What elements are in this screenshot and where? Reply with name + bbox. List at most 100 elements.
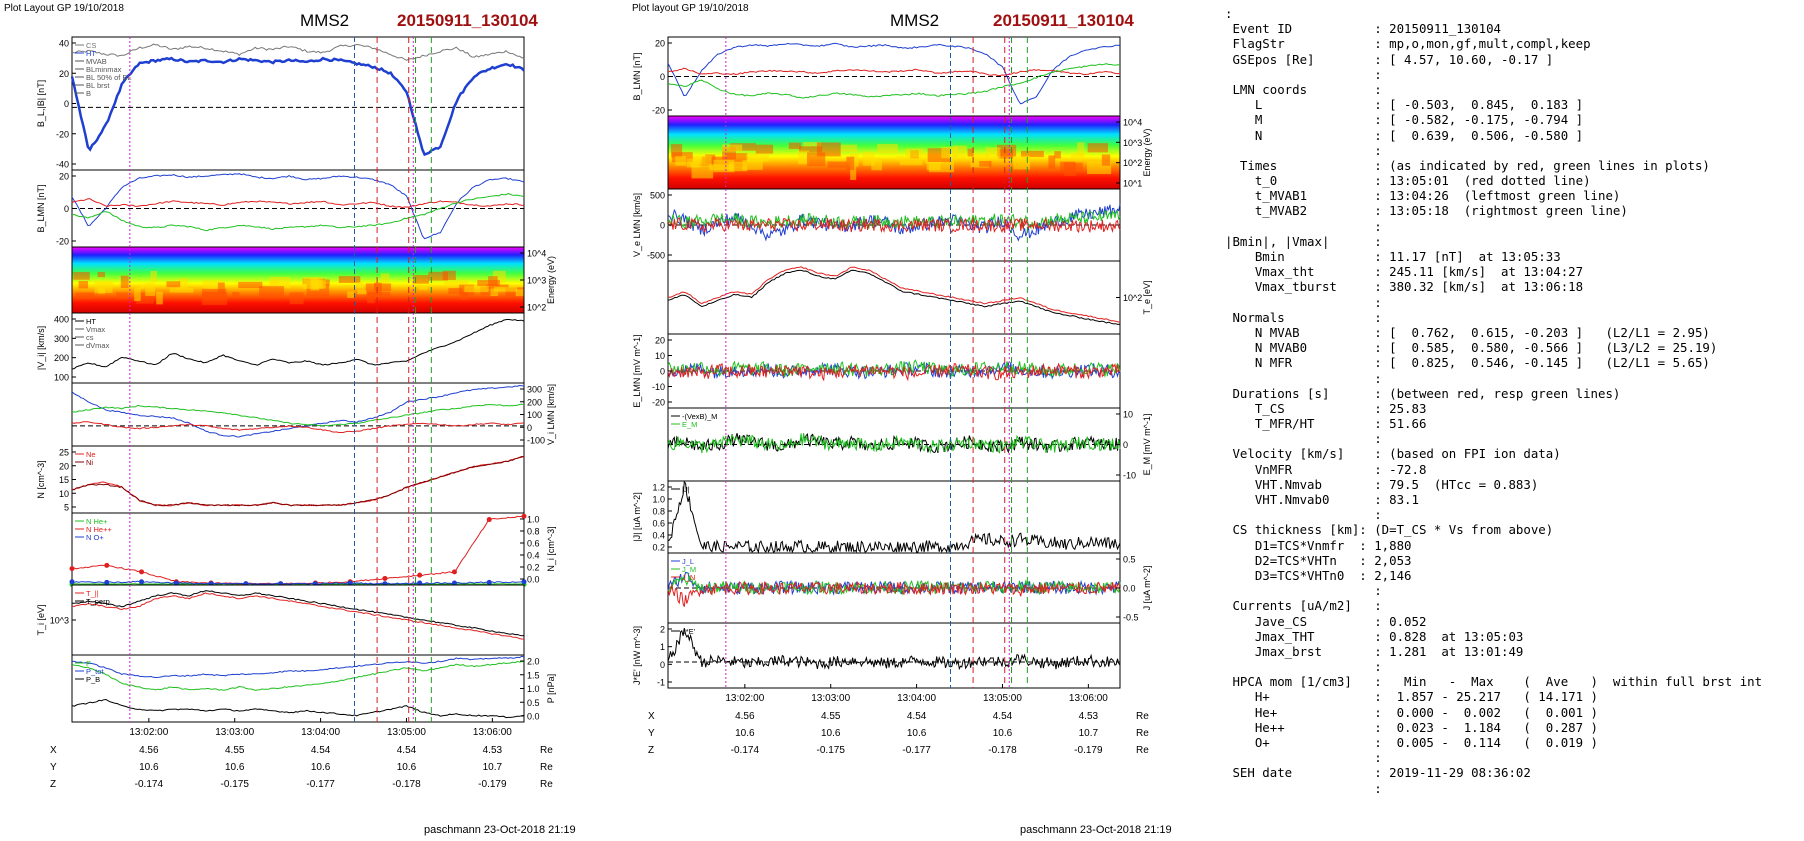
series-line (71, 318, 525, 370)
chart-header: Plot layout GP 19/10/2018 (632, 3, 749, 14)
orbit-row-name: Z (50, 779, 56, 790)
series-point (104, 562, 110, 568)
spectrogram-blob (816, 142, 841, 157)
y-tick-label: 0.0 (527, 712, 540, 722)
y-tick-label: 200 (54, 353, 69, 363)
y-tick-label: -10 (652, 382, 665, 392)
orbit-value: -0.174 (135, 779, 164, 790)
series-line (70, 56, 525, 157)
y-tick-label: 10 (1123, 410, 1133, 420)
spectrogram-blob (428, 271, 449, 281)
spectrogram-blob (156, 291, 163, 305)
x-tick-label: 13:05:00 (387, 727, 426, 738)
legend-label: T_perp (86, 597, 110, 606)
legend-label: J_M (682, 565, 696, 574)
orbit-value: -0.175 (221, 779, 250, 790)
x-tick-label: 13:06:00 (1069, 693, 1108, 704)
spectrogram-blob (464, 285, 489, 293)
y-tick-label: 0.4 (527, 551, 540, 561)
report-line: : (1225, 583, 1382, 599)
spectrogram-blob (98, 288, 106, 294)
report-line: Durations [s] : (between red, resp green… (1225, 385, 1621, 401)
series-point (521, 579, 527, 585)
series-line (667, 575, 1121, 596)
orbit-row-name: Y (50, 762, 57, 773)
spectrogram-blob (846, 156, 855, 171)
spectrogram-blob (448, 288, 463, 294)
y-tick-label: -500 (647, 251, 665, 261)
y-tick-label: 40 (59, 39, 69, 49)
report-line: T_MFR/HT : 51.66 (1225, 416, 1427, 432)
report-line: N MVAB : [ 0.762, 0.615, -0.203 ] (L2/L1… (1225, 324, 1710, 340)
legend-label: B (86, 89, 91, 98)
series-line (72, 590, 525, 637)
y-tick-label: 0.2 (527, 563, 540, 573)
spectrogram-blob (840, 144, 857, 152)
spectrogram-blob (798, 150, 810, 165)
y-tick-label: 0 (527, 423, 532, 433)
chart-header: Plot Layout GP 19/10/2018 (4, 3, 124, 14)
spectrogram-blob (713, 159, 735, 173)
series-line (72, 455, 525, 507)
legend-label: N He+ (86, 517, 108, 526)
y-tick-label: 10 (655, 351, 665, 361)
y-axis-label: B_LMN [nT] (36, 184, 46, 232)
y-axis-label: N [cm^-3] (36, 460, 46, 498)
chart-event-id: 20150911_130104 (397, 11, 538, 30)
y-tick-label: 100 (527, 410, 542, 420)
panel-1: 20 0 -20 B_LMN [nT] (632, 36, 1121, 117)
spectrogram-blob (755, 144, 774, 154)
legend-label: Ni (86, 458, 93, 467)
spectrogram-blob (905, 148, 925, 158)
spectrogram-blob (675, 156, 686, 166)
orbit-row-name: Z (648, 745, 654, 756)
y-axis-label: N_i [cm^-3] (546, 526, 556, 571)
x-tick-label: 13:05:00 (983, 693, 1022, 704)
spectrogram-blob (134, 287, 141, 302)
series-line (71, 403, 525, 427)
panel-5: 300 200 100 0 -100 V_i LMN [km/s] (71, 382, 556, 447)
orbit-value: 10.6 (397, 762, 417, 773)
spectrogram-blob (1074, 162, 1083, 170)
spectrogram-blob (138, 284, 145, 290)
orbit-row-name: X (50, 745, 57, 756)
series-line (71, 592, 525, 640)
orbit-value: -0.179 (478, 779, 507, 790)
spectrogram-blob (742, 160, 763, 170)
series-point (347, 580, 353, 586)
event-report: : Event ID : 20150911_130104 FlagStr : m… (1225, 6, 1800, 836)
legend-label: J*E' (682, 627, 696, 636)
panel-frame (71, 312, 525, 384)
chart-2: Plot layout GP 19/10/2018 MMS2 20150911_13… (632, 3, 1172, 836)
y-tick-label: 1.5 (527, 670, 540, 680)
y-axis-label: B_L,|B| [nT] (36, 80, 46, 127)
report-line: D1=TCS*Vnmfr : 1,880 (1225, 537, 1412, 553)
legend-label: -(VexB)_M (682, 412, 717, 421)
legend-label: P_tot (86, 667, 104, 676)
spectrogram-blob (381, 273, 390, 284)
spectrogram-blob (461, 291, 469, 300)
chart-title: MMS2 (890, 11, 939, 30)
orbit-unit: Re (1136, 728, 1149, 739)
spectrogram-blob (494, 286, 518, 292)
chart-1: Plot Layout GP 19/10/2018 MMS2 20150911_13… (4, 3, 576, 836)
series-line (667, 269, 1121, 325)
report-line: D2=TCS*VHTn : 2,053 (1225, 552, 1412, 568)
spectrogram-blob (289, 292, 304, 305)
y-tick-label: 2 (660, 625, 665, 635)
panel-frame (667, 622, 1121, 689)
y-tick-label: 10^1 (1123, 179, 1142, 189)
orbit-value: -0.178 (988, 745, 1017, 756)
y-tick-label: 25 (59, 448, 69, 458)
orbit-value: 10.7 (1079, 728, 1099, 739)
y-tick-label: 1.2 (652, 483, 665, 493)
orbit-value: -0.175 (817, 745, 846, 756)
panel-2: 20 0 -20 B_LMN [nT] (36, 169, 525, 248)
report-line: Vmax_tburst : 380.32 [km/s] at 13:06:18 (1225, 279, 1584, 295)
series-line (71, 198, 525, 209)
orbit-value: 10.6 (907, 728, 927, 739)
orbit-unit: Re (540, 745, 553, 756)
series-line (667, 362, 1121, 382)
orbit-unit: Re (540, 762, 553, 773)
spectrogram-blob (899, 160, 923, 166)
